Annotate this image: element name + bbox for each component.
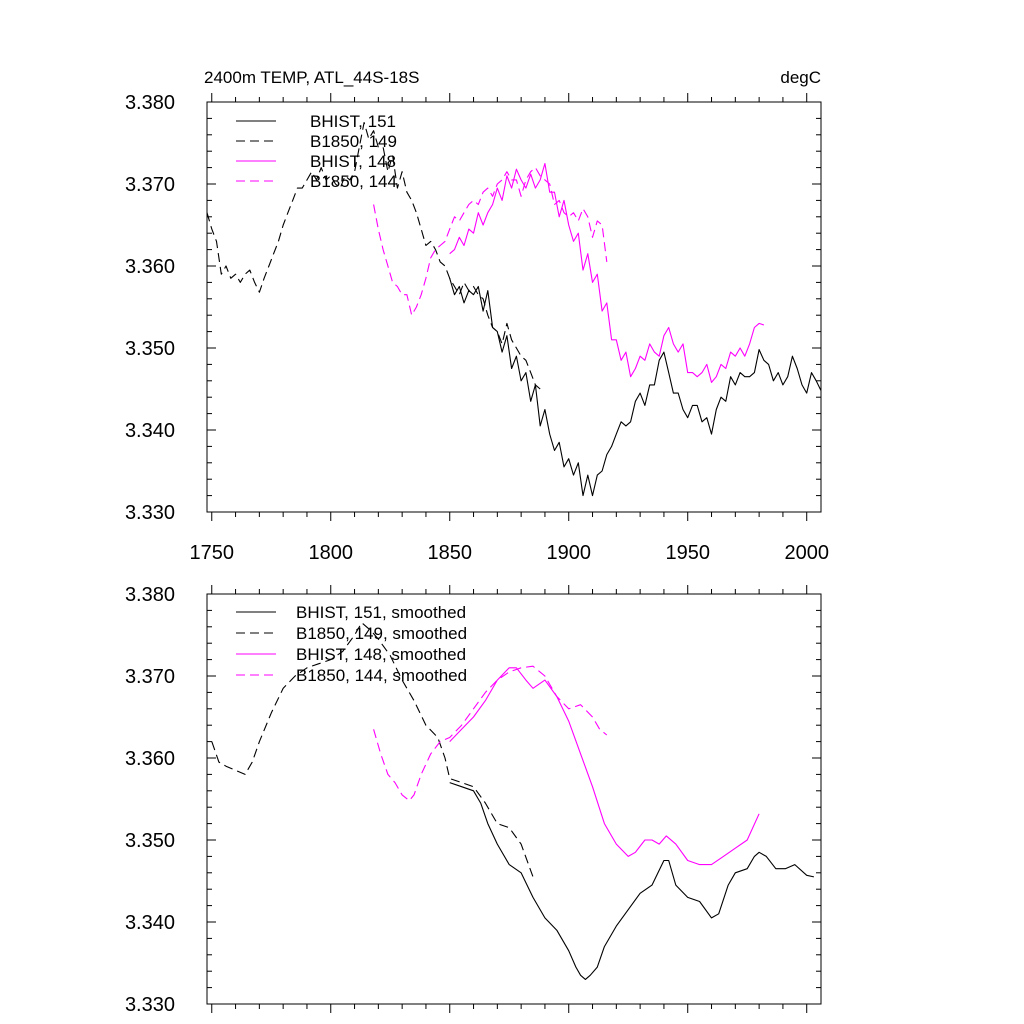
y-tick-label: 3.340 [125, 912, 175, 934]
series-line-3 [373, 167, 608, 316]
y-tick-label: 3.380 [125, 584, 175, 606]
chart-title: 2400m TEMP, ATL_44S-18S [204, 68, 419, 87]
legend-label-0: BHIST, 151, smoothed [296, 603, 466, 622]
series-line-2 [449, 667, 760, 866]
legend-label-0: BHIST, 151 [310, 112, 396, 131]
y-tick-label: 3.360 [125, 748, 175, 770]
series-line-0 [449, 278, 822, 497]
ticks-bottom: 3.330 3.340 3.350 3.360 3.370 3.380 [125, 584, 821, 1016]
units-label: degC [780, 68, 821, 87]
legend-label-2: BHIST, 148 [310, 152, 396, 171]
y-tick-label: 3.350 [125, 830, 175, 852]
x-tick-label: 1900 [546, 542, 591, 564]
y-tick-label: 3.330 [125, 502, 175, 524]
ticks-top: 3.330 3.340 3.350 3.360 3.370 3.380 1750 1800 18… [125, 92, 829, 564]
plot-frame-top [206, 101, 822, 513]
panel-top: 2400m TEMP, ATL_44S-18S degC BHIST, 151B… [125, 68, 829, 564]
series-line-3 [373, 665, 608, 802]
series-line-2 [449, 162, 765, 383]
series-line-1 [206, 121, 541, 390]
panel-bottom: BHIST, 151, smoothed B1850, 149, smoothed… [125, 584, 822, 1016]
y-tick-label: 3.380 [125, 92, 175, 114]
legend-label-3: B1850, 144 [310, 172, 397, 191]
series-layer-top [206, 121, 822, 497]
x-tick-label: 1800 [309, 542, 354, 564]
plot-frame-bottom [206, 593, 822, 1005]
x-tick-label: 1750 [190, 542, 235, 564]
y-tick-label: 3.340 [125, 420, 175, 442]
series-layer-bottom [211, 622, 815, 980]
legend-label-3: B1850, 144, smoothed [296, 666, 467, 685]
x-tick-label: 1950 [665, 542, 710, 564]
series-line-1 [211, 622, 534, 878]
y-tick-label: 3.360 [125, 256, 175, 278]
legend-label-1: B1850, 149 [310, 132, 397, 151]
legend-label-1: B1850, 149, smoothed [296, 624, 467, 643]
x-tick-label: 2000 [784, 542, 829, 564]
legend-label-2: BHIST, 148, smoothed [296, 645, 466, 664]
x-tick-label: 1850 [427, 542, 472, 564]
y-tick-label: 3.370 [125, 666, 175, 688]
y-tick-label: 3.370 [125, 174, 175, 196]
legend-bottom: BHIST, 151, smoothed B1850, 149, smoothed… [236, 603, 467, 685]
y-tick-label: 3.330 [125, 994, 175, 1016]
y-tick-label: 3.350 [125, 338, 175, 360]
series-line-0 [449, 782, 815, 980]
